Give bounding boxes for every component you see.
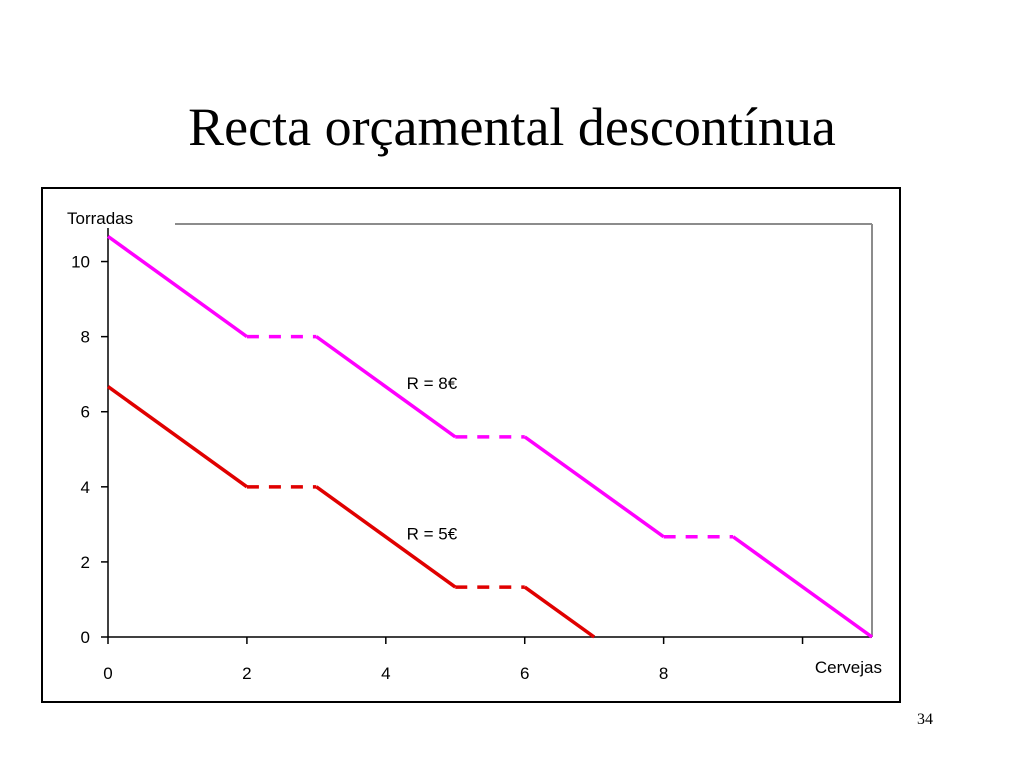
page-number: 34 [917,711,933,728]
x-tick-label: 8 [659,664,668,683]
series-annotation: R = 5€ [407,524,458,543]
series-solid-segment [106,385,248,489]
x-tick-label: 6 [520,664,529,683]
series-solid-segment [523,435,665,539]
x-tick-label: 0 [103,664,112,683]
chart-svg: 0 2 4 6 8 10 0 2 4 6 8 Torradas Cervejas R = 8€ R = 5… [63,206,882,683]
y-axis-title-bg [63,206,175,228]
series-solid-segment [106,234,248,339]
y-tick-label: 2 [81,553,90,572]
series-r8 [106,234,874,639]
series-solid-segment [315,485,457,589]
series-solid-segment [523,585,596,639]
y-tick-label: 8 [81,328,90,347]
series-solid-segment [315,335,457,439]
lines-layer [106,234,874,639]
x-axis-title: Cervejas [815,658,882,677]
axes-layer: 0 2 4 6 8 10 0 2 4 6 8 Torradas Cervejas [63,206,882,683]
series-solid-segment [732,535,874,639]
y-tick-label: 10 [71,253,90,272]
y-axis-title: Torradas [67,209,133,228]
x-tick-label: 2 [242,664,251,683]
y-tick-label: 4 [81,478,90,497]
y-tick-label: 6 [81,403,90,422]
slide-title: Recta orçamental descontínua [188,97,836,157]
series-annotation: R = 8€ [407,374,458,393]
y-tick-label: 0 [81,628,90,647]
series-r5 [106,385,596,639]
chart-frame: 0 2 4 6 8 10 0 2 4 6 8 Torradas Cervejas R = 8€ R = 5… [41,187,901,703]
labels-layer: R = 8€ R = 5€ [407,374,458,543]
x-tick-label: 4 [381,664,390,683]
